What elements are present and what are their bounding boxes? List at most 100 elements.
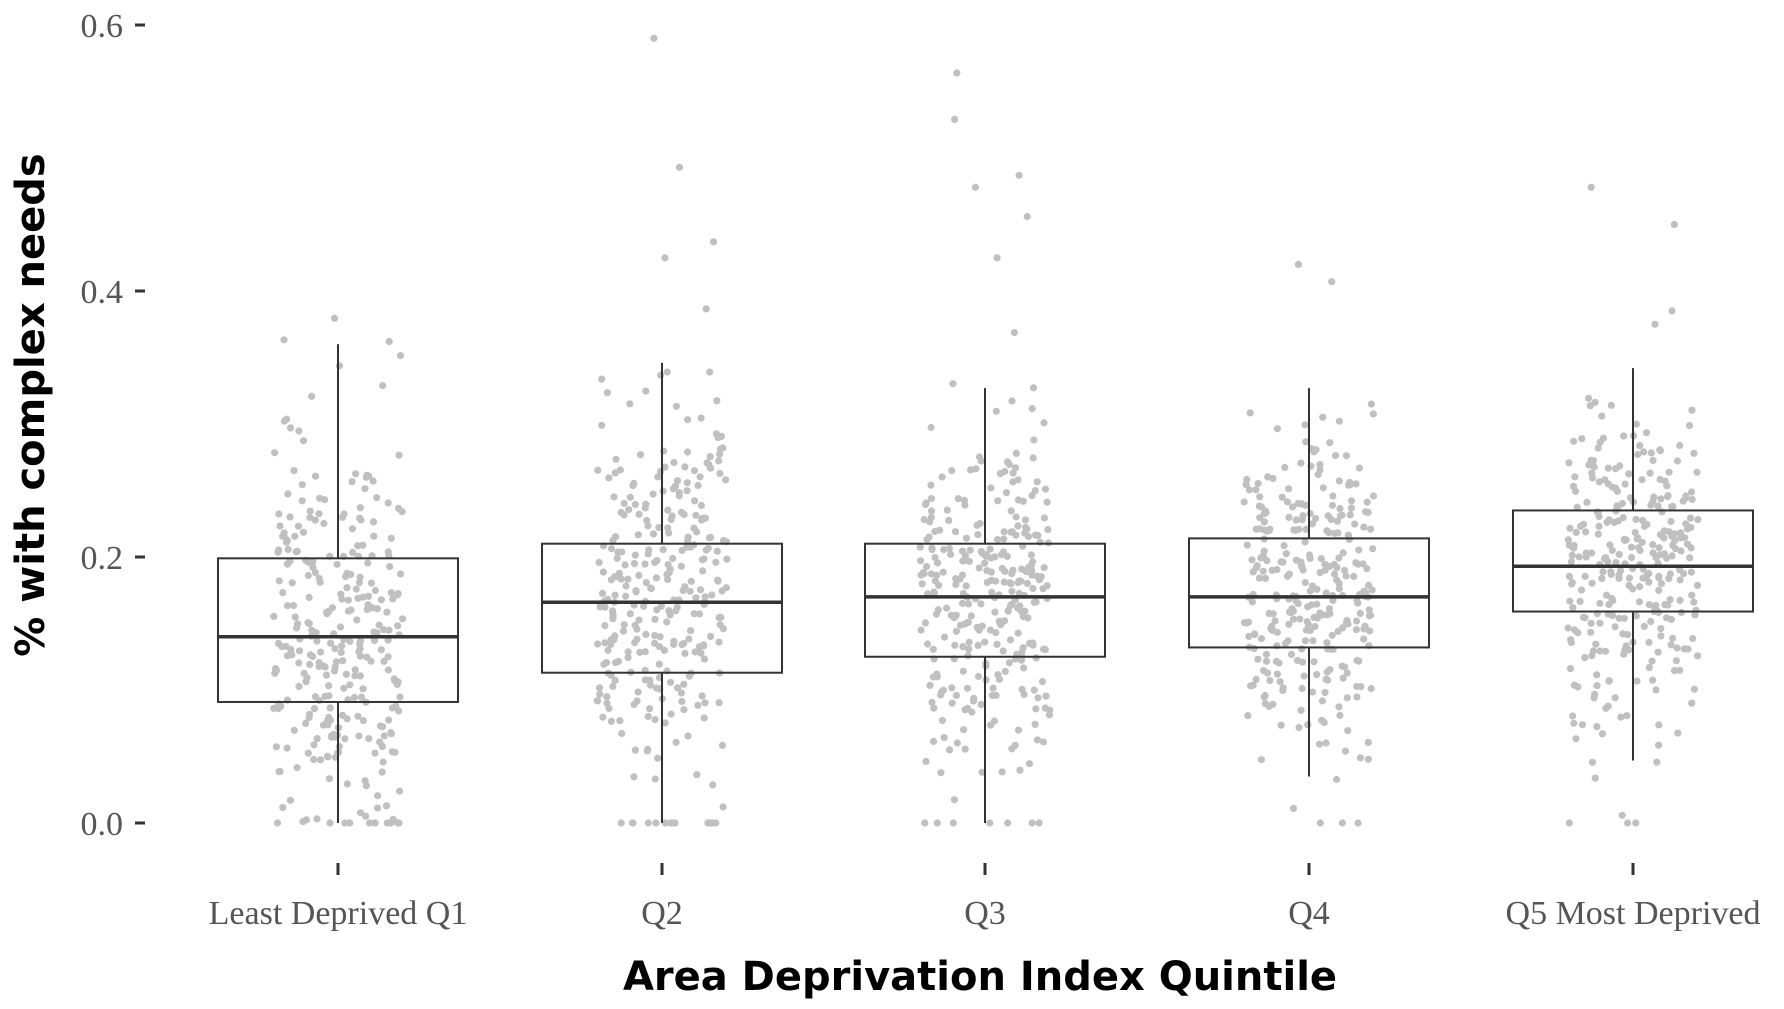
data-point <box>1008 587 1016 595</box>
data-point <box>379 758 387 766</box>
data-point <box>1573 503 1581 511</box>
data-point <box>1686 514 1695 522</box>
data-point <box>1017 656 1026 664</box>
data-point <box>981 638 989 646</box>
data-point <box>1591 398 1599 406</box>
data-point <box>283 744 291 752</box>
data-point <box>1276 678 1284 686</box>
data-point <box>1333 517 1341 525</box>
data-point <box>1273 670 1281 678</box>
data-point <box>1303 618 1311 626</box>
data-point <box>306 660 314 669</box>
data-point <box>653 684 661 692</box>
data-point <box>992 577 1000 585</box>
data-point <box>636 648 644 656</box>
data-point <box>1565 819 1573 827</box>
data-point <box>700 642 708 650</box>
data-point <box>362 812 370 820</box>
data-point <box>394 591 402 599</box>
data-point <box>1289 804 1298 813</box>
data-point <box>1306 626 1314 635</box>
data-point <box>305 620 313 628</box>
data-point <box>394 622 402 630</box>
data-point <box>384 499 392 507</box>
data-point <box>380 626 388 634</box>
data-point <box>1344 727 1352 735</box>
data-point <box>1590 694 1598 702</box>
data-point <box>1612 558 1620 567</box>
data-point <box>1330 560 1338 569</box>
data-point <box>603 389 612 397</box>
data-point <box>1014 726 1023 734</box>
data-point <box>1032 598 1040 606</box>
data-point <box>707 632 715 641</box>
data-point <box>1032 654 1040 662</box>
data-point <box>660 646 669 655</box>
data-point <box>302 816 310 824</box>
data-point <box>355 578 363 587</box>
data-point <box>1592 640 1600 648</box>
data-point <box>323 608 331 616</box>
data-point <box>347 606 355 614</box>
data-point <box>324 753 332 761</box>
data-point <box>371 586 379 595</box>
data-point <box>1313 671 1321 679</box>
data-point <box>1306 509 1314 518</box>
data-point <box>357 693 366 701</box>
data-point <box>992 407 1000 415</box>
data-point <box>1657 625 1665 633</box>
data-point <box>1591 774 1599 782</box>
data-point <box>391 677 399 685</box>
data-point <box>948 699 956 707</box>
data-point <box>649 490 657 498</box>
data-point <box>1355 546 1363 554</box>
data-point <box>598 375 606 383</box>
data-point <box>631 500 639 509</box>
data-point <box>356 809 365 817</box>
data-point <box>356 672 364 680</box>
data-point <box>395 451 403 459</box>
data-point <box>1623 712 1631 720</box>
data-point <box>344 596 352 604</box>
data-point <box>1688 406 1696 414</box>
data-point <box>1587 456 1595 464</box>
data-point <box>396 787 404 795</box>
data-point <box>1650 493 1658 501</box>
outlier-point <box>1294 260 1302 268</box>
data-point <box>1655 572 1663 580</box>
data-point <box>1602 647 1610 655</box>
data-point <box>692 594 700 602</box>
data-point <box>952 611 960 619</box>
data-point <box>1281 463 1289 471</box>
data-point <box>1315 740 1324 748</box>
data-point <box>1240 619 1248 627</box>
data-point <box>354 542 362 550</box>
data-point <box>1355 464 1363 472</box>
data-point <box>1321 688 1329 697</box>
outlier-point <box>1651 320 1659 328</box>
data-point <box>700 655 709 663</box>
box-rect <box>541 542 783 674</box>
data-point <box>929 673 938 681</box>
data-point <box>667 710 675 718</box>
data-point <box>1656 447 1664 455</box>
data-point <box>669 485 678 493</box>
data-point <box>1299 658 1307 666</box>
data-point <box>1301 637 1309 645</box>
data-point <box>594 466 602 474</box>
data-point <box>647 584 655 592</box>
data-point <box>974 672 983 681</box>
data-point <box>1294 600 1302 608</box>
data-point <box>1688 591 1696 599</box>
data-point <box>706 453 714 461</box>
data-point <box>374 804 382 812</box>
data-point <box>1297 706 1305 714</box>
data-point <box>974 641 982 650</box>
data-point <box>374 792 382 800</box>
data-point <box>1282 550 1290 558</box>
data-point <box>1000 528 1008 536</box>
data-point <box>694 481 702 490</box>
data-point <box>1260 693 1268 701</box>
data-point <box>700 714 708 722</box>
data-point <box>923 535 931 544</box>
